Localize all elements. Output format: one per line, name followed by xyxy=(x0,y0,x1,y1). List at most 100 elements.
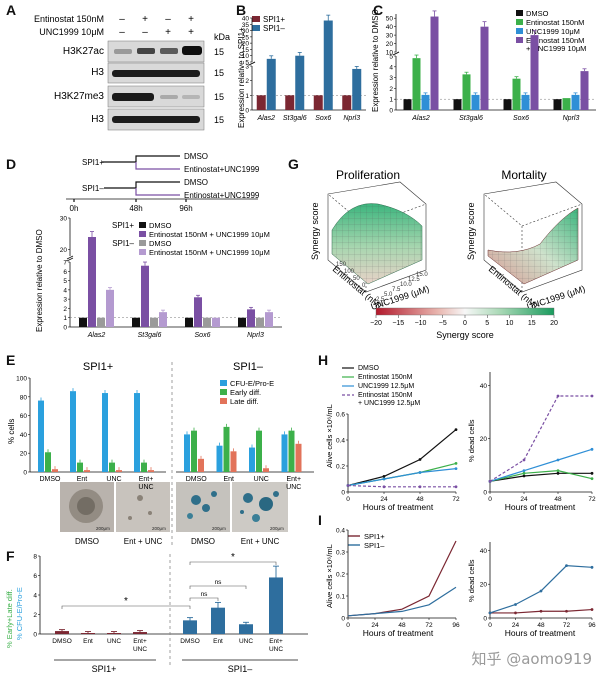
legend-d-spi1-plus: SPI1+ xyxy=(112,221,134,230)
i-right-point-1-3 xyxy=(565,564,568,568)
h-left-series-0 xyxy=(347,429,457,487)
h-right-point-2-1 xyxy=(522,469,526,473)
sign-unc-2: – xyxy=(142,27,148,38)
d-tick-label-low-6: 6 xyxy=(63,269,67,276)
e-tick-label-0: 0 xyxy=(23,470,27,477)
colorbar-tick-label-5: 5 xyxy=(485,320,489,327)
img-label-dmso-2: DMSO xyxy=(191,537,215,546)
c-tick-label-high-0: 10 xyxy=(386,50,394,57)
h-left-ytick-label-0: 0 xyxy=(341,490,345,497)
b-tick-label-high-7: 40 xyxy=(242,16,250,23)
tick-g-ent-150: 150 xyxy=(336,262,347,268)
colorbar-tick-label-0: −20 xyxy=(370,320,382,327)
mw-4: 15 xyxy=(214,115,224,125)
panel-label-b: B xyxy=(236,2,247,18)
e-group-label-3: Ent+ xyxy=(139,476,154,483)
blot-h3k27me3 xyxy=(107,85,205,108)
e-group-label-1: Ent xyxy=(77,476,88,483)
xlabel-i-right: Hours of treatment xyxy=(505,628,576,638)
i-right-ytick-label-2: 40 xyxy=(480,548,488,555)
d-bar-sox6-0 xyxy=(185,317,193,327)
h-left-ytick-label-1: 0.2 xyxy=(336,464,345,471)
legend-swatch-unc-c xyxy=(516,28,523,34)
c-tick-label-high-4: 50 xyxy=(386,16,394,23)
d-bar-nprl3-3 xyxy=(265,312,273,327)
d-bar-nprl3-1 xyxy=(247,309,255,327)
b-tick-label-low-0: 0 xyxy=(245,108,249,115)
img-label-combo-1: Ent + UNC xyxy=(124,537,163,546)
c-tick-label-high-3: 40 xyxy=(386,24,394,31)
h-right-point-3-3 xyxy=(590,394,594,398)
b-gene-label-nprl3: Nprl3 xyxy=(343,115,360,122)
scheme-combo-1: Entinostat+UNC1999 xyxy=(184,165,260,174)
mw-3: 15 xyxy=(214,92,224,102)
e-group-label-5: Ent xyxy=(223,476,234,483)
panel-label-e: E xyxy=(6,352,16,368)
zlabel-proliferation: Synergy score xyxy=(310,202,320,260)
legend-i-plus: SPI1+ xyxy=(364,532,385,541)
legend-swatch-ent-c xyxy=(516,19,523,25)
i-right-ytick-label-0: 0 xyxy=(483,616,487,623)
e-tick-label-5: 100 xyxy=(16,376,27,383)
e-bar-0-1 xyxy=(45,452,51,472)
b-bar-st3gal6-0 xyxy=(285,95,295,110)
legend-swatch-combo-c xyxy=(516,37,523,43)
b-tick-label-low-3: 3 xyxy=(245,64,249,71)
panel-label-d: D xyxy=(6,156,17,172)
b-gene-label-st3gal6: St3gal6 xyxy=(283,115,307,122)
legend-late: Late diff. xyxy=(230,397,259,406)
b-tick-label-low-1: 1 xyxy=(245,93,249,100)
d-tick-label-low-7: 7 xyxy=(63,260,67,267)
colorbar xyxy=(375,307,555,316)
legend-swatch-d-combo-1 xyxy=(139,231,146,237)
scheme-spi1-plus: SPI1+ xyxy=(82,158,104,167)
tick-g-unc-10: 10.0 xyxy=(400,282,412,288)
c-tick-label-high-2: 30 xyxy=(386,33,394,40)
sign-unc-1: – xyxy=(119,27,125,38)
h-left-xtick-label-3: 72 xyxy=(452,496,460,503)
scheme-dmso-1: DMSO xyxy=(184,152,208,161)
d-bar-st3gal6-3 xyxy=(159,312,167,327)
d-bar-sox6-3 xyxy=(212,317,220,327)
c-tick-label-low-2: 2 xyxy=(389,86,393,93)
c-bar-sox6-3 xyxy=(530,35,539,110)
e-bar-1-0 xyxy=(70,391,76,472)
b-bar-alas2-0 xyxy=(256,95,266,110)
f-sig-spi-plus-vs-minus-bracket xyxy=(61,605,191,609)
zlabel-mortality: Synergy score xyxy=(466,202,476,260)
f-sig-combo-bracket xyxy=(189,561,277,565)
c-gene-label-sox6: Sox6 xyxy=(513,115,529,122)
e-bar-6-2 xyxy=(263,468,269,472)
row-label-unc1999: UNC1999 10μM xyxy=(39,27,104,37)
h-right-ytick-label-1: 20 xyxy=(480,436,488,443)
e-group-label-0: DMSO xyxy=(40,476,62,483)
e-bar-7-2 xyxy=(295,443,302,472)
tick-g-ent-100: 100 xyxy=(344,269,355,275)
h-left-point-2-2 xyxy=(418,471,422,474)
panel-f-chart: % Early+Late diff. % CFU-E/Pro-E SPI1+ S… xyxy=(5,552,308,674)
e-tick-label-4: 80 xyxy=(20,394,28,401)
ylabel-h-left: Alive cells ×10⁶/mL xyxy=(325,404,334,468)
e-bar-2-1 xyxy=(109,462,115,472)
f-bar-5 xyxy=(211,607,225,634)
h-right-ytick-label-0: 0 xyxy=(483,490,487,497)
legend-d-item-3: DMSO xyxy=(149,239,172,248)
f-group-label-6-0: UNC xyxy=(239,638,253,645)
i-right-point-0-1 xyxy=(514,611,517,615)
i-left-xtick-label-4: 96 xyxy=(452,622,460,629)
e-tick-label-1: 20 xyxy=(20,451,28,458)
h-left-ytick-label-3: 0.6 xyxy=(336,412,345,419)
h-left-point-3-0 xyxy=(346,484,350,487)
e-bar-5-0 xyxy=(216,445,223,472)
tick-g-unc-2: 2.5 xyxy=(376,297,385,303)
scheme-dmso-2: DMSO xyxy=(184,178,208,187)
b-tick-label-high-6: 35 xyxy=(242,22,250,29)
xlabel-h-left: Hours of treatment xyxy=(363,502,434,512)
d-tick-label-high-0: 20 xyxy=(60,247,68,254)
f-tick-label-4: 8 xyxy=(33,554,37,561)
c-bar-sox6-2 xyxy=(521,94,530,110)
d-bar-st3gal6-2 xyxy=(150,317,158,327)
title-e-spi1-minus: SPI1– xyxy=(233,361,264,373)
image-spi1-plus-combo xyxy=(116,482,170,532)
colorbar-tick-label-6: 10 xyxy=(506,320,514,327)
